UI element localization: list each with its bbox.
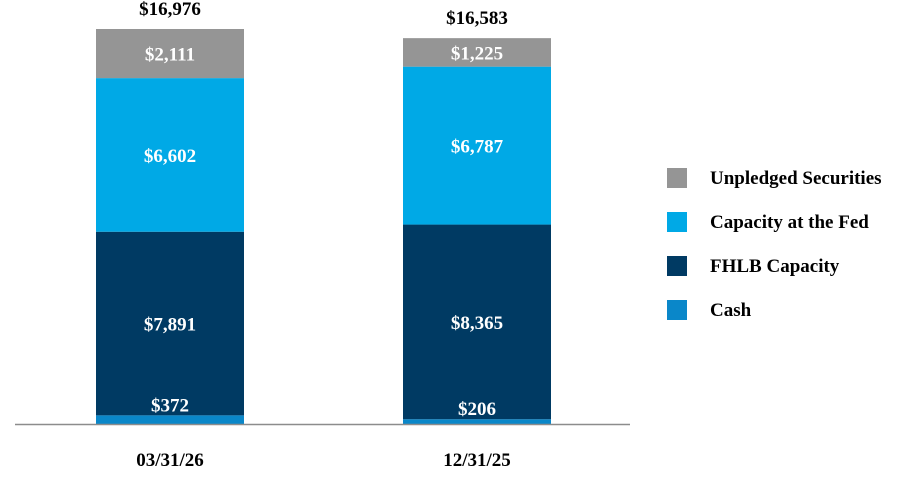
bar-segment-fhlb-capacity-03-31-26 bbox=[96, 231, 244, 416]
segment-label-fhlb-capacity-12-31-25: $8,365 bbox=[451, 313, 503, 334]
segment-labels-group: $372 $7,891 $6,602 $2,111 $206 $8,365 $6,787 $1… bbox=[144, 43, 504, 420]
bar-segment-capacity-at-the-fed-12-31-25 bbox=[403, 66, 551, 225]
segment-label-fhlb-capacity-03-31-26: $7,891 bbox=[144, 315, 196, 336]
total-label-12-31-25: $16,583 bbox=[446, 8, 508, 29]
bar-segment-fhlb-capacity-12-31-25 bbox=[403, 224, 551, 420]
segment-label-unpledged-securities-12-31-25: $1,225 bbox=[451, 43, 503, 64]
legend-label-capacity-at-the-fed: Capacity at the Fed bbox=[710, 212, 869, 233]
total-labels-group: $16,976 $16,583 bbox=[139, 0, 508, 29]
segment-label-cash-12-31-25: $206 bbox=[458, 399, 496, 420]
bar-segment-unpledged-securities-03-31-26 bbox=[96, 29, 244, 79]
segment-label-capacity-at-the-fed-03-31-26: $6,602 bbox=[144, 146, 196, 167]
x-tick-label-03-31-26: 03/31/26 bbox=[136, 450, 204, 471]
legend-label-fhlb-capacity: FHLB Capacity bbox=[710, 256, 840, 277]
segment-label-cash-03-31-26: $372 bbox=[151, 395, 189, 416]
legend-swatch-fhlb-capacity bbox=[667, 256, 687, 276]
legend-label-unpledged-securities: Unpledged Securities bbox=[710, 168, 882, 189]
legend-label-cash: Cash bbox=[710, 300, 752, 321]
legend-swatch-unpledged-securities bbox=[667, 168, 687, 188]
legend: Unpledged Securities Capacity at the Fed F… bbox=[667, 168, 882, 321]
bar-segment-cash-12-31-25 bbox=[403, 419, 551, 424]
x-tick-label-12-31-25: 12/31/25 bbox=[443, 450, 511, 471]
legend-swatch-capacity-at-the-fed bbox=[667, 212, 687, 232]
bars-group bbox=[96, 29, 551, 424]
bar-segment-unpledged-securities-12-31-25 bbox=[403, 38, 551, 67]
segment-label-capacity-at-the-fed-12-31-25: $6,787 bbox=[451, 137, 504, 158]
total-label-03-31-26: $16,976 bbox=[139, 0, 201, 20]
bar-segment-cash-03-31-26 bbox=[96, 415, 244, 424]
legend-swatch-cash bbox=[667, 300, 687, 320]
x-tick-labels-group: 03/31/26 12/31/25 bbox=[136, 450, 511, 471]
bar-segment-capacity-at-the-fed-03-31-26 bbox=[96, 78, 244, 232]
segment-label-unpledged-securities-03-31-26: $2,111 bbox=[145, 45, 195, 66]
